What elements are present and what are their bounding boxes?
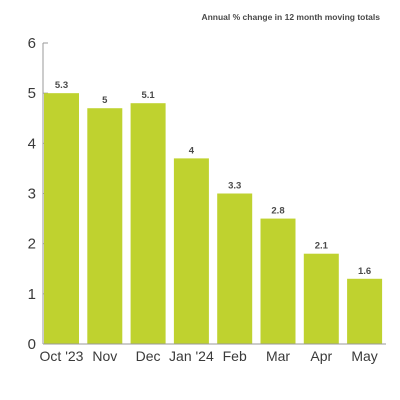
data-label: 3.3: [228, 181, 241, 192]
x-tick-label: Apr: [310, 348, 332, 364]
data-labels: 5.3 5 5.1 4 3.3 2.8 2.1 1.6: [55, 80, 371, 277]
data-label: 1.6: [358, 266, 371, 277]
y-tick-label: 6: [28, 35, 36, 52]
y-tick-label: 2: [28, 236, 36, 253]
y-tick-label: 5: [28, 85, 36, 102]
x-tick-label: Feb: [223, 348, 247, 364]
x-tick-label: Jan '24: [169, 348, 214, 364]
bar: [260, 218, 296, 344]
x-tick-label: Dec: [136, 348, 161, 364]
x-tick-label: May: [351, 348, 377, 364]
data-label: 5.3: [55, 80, 68, 91]
x-tick-label: Mar: [266, 348, 290, 364]
bars: [44, 93, 383, 345]
bar: [303, 253, 339, 344]
chart-subtitle: Annual % change in 12 month moving total…: [201, 12, 380, 22]
y-tick-label: 0: [28, 336, 36, 353]
data-label: 2.8: [271, 206, 284, 217]
data-label: 5: [102, 95, 108, 106]
bar: [130, 103, 166, 344]
bar: [347, 278, 383, 344]
x-tick-label: Oct '23: [40, 348, 84, 364]
bar: [217, 193, 253, 344]
y-tick-label: 1: [28, 286, 36, 303]
y-tick-label: 3: [28, 186, 36, 203]
x-tick-label: Nov: [92, 348, 117, 364]
data-label: 2.1: [315, 241, 329, 252]
data-label: 4: [189, 145, 195, 156]
x-axis-ticks: Oct '23 Nov Dec Jan '24 Feb Mar Apr May: [40, 348, 378, 364]
y-tick-label: 4: [28, 135, 36, 152]
data-label: 5.1: [141, 90, 155, 101]
bar: [44, 93, 79, 345]
bar: [173, 158, 209, 344]
bar: [87, 108, 123, 344]
